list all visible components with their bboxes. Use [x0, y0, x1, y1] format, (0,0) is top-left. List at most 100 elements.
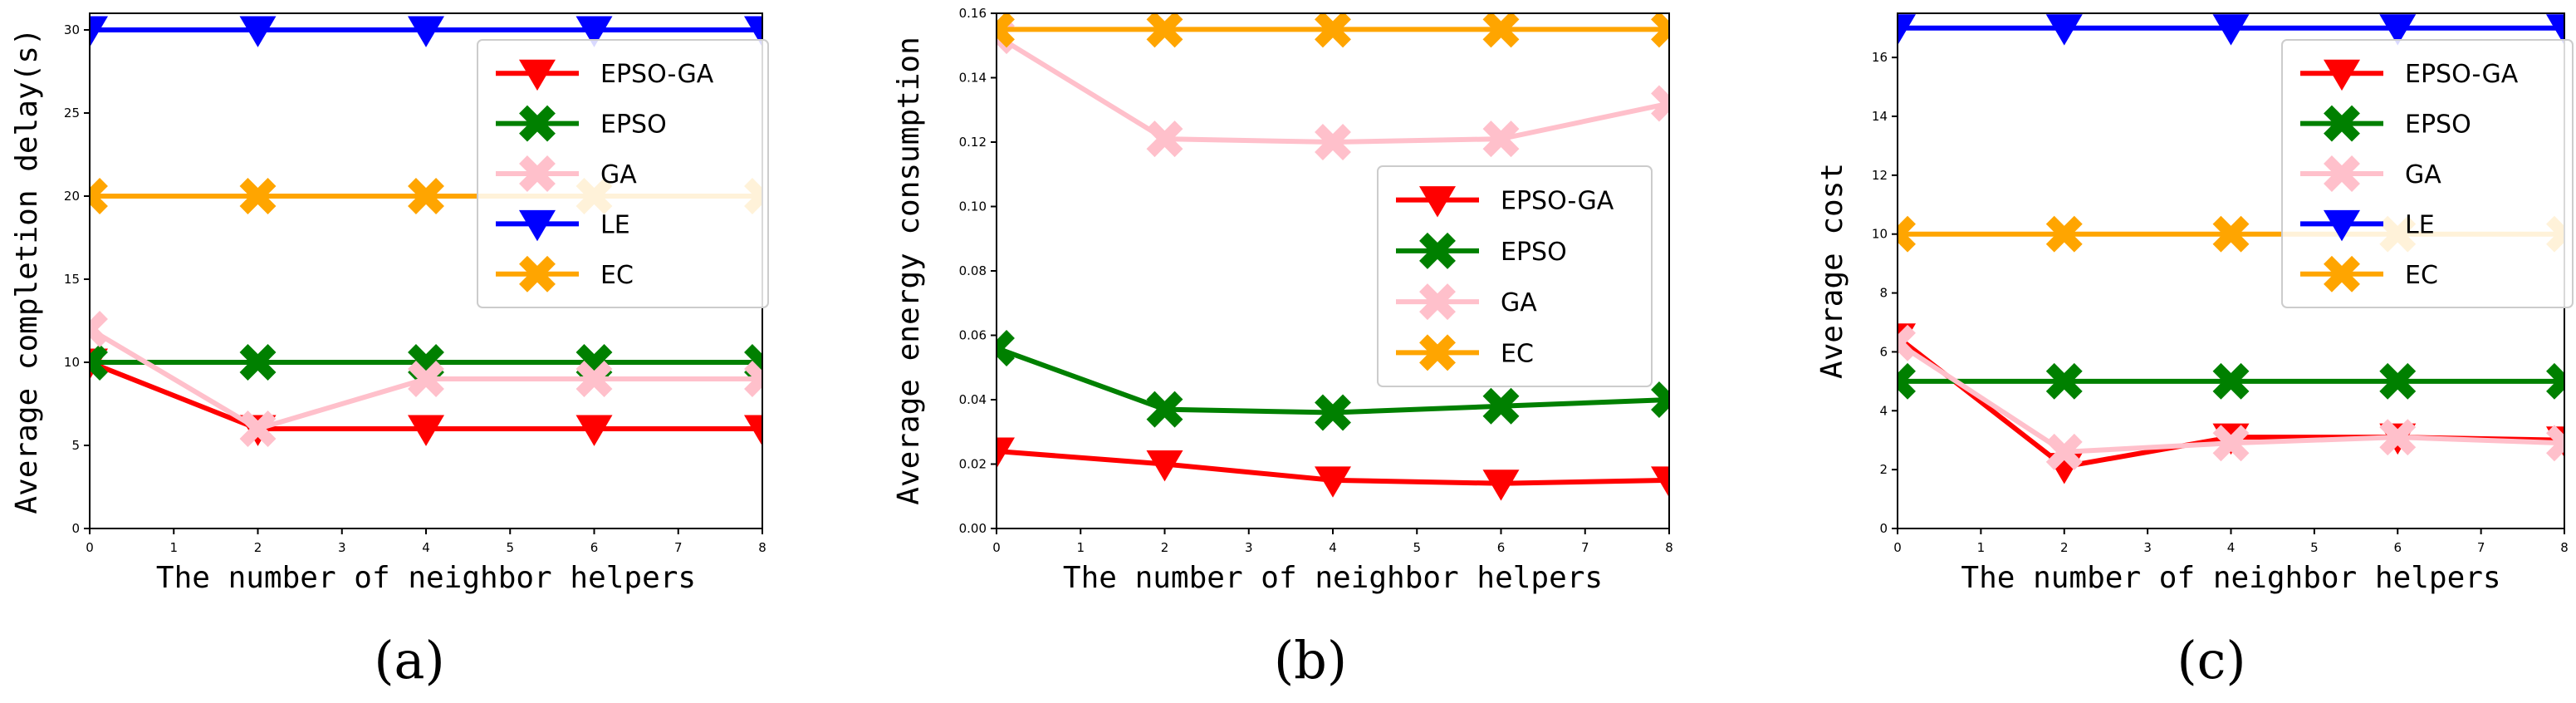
y-tick-label: 0.00	[959, 521, 987, 536]
data-point-ga	[1146, 120, 1183, 158]
x-tick-label: 2	[2060, 540, 2069, 555]
data-point-le	[2045, 14, 2083, 46]
data-point-epso	[239, 344, 277, 381]
x-tick-label: 6	[590, 540, 599, 555]
data-point-epso-ga	[408, 415, 444, 446]
y-tick-label: 15	[64, 272, 80, 287]
data-point-epso-ga	[1482, 469, 1520, 501]
x-tick-label: 4	[2227, 540, 2236, 555]
legend-marker-le	[2324, 209, 2360, 242]
legend-marker-epso	[2324, 105, 2360, 142]
legend: EPSO-GA EPSO GA LE EC	[477, 39, 769, 308]
data-point-epso	[1898, 362, 1916, 400]
data-point-epso	[1146, 391, 1183, 428]
data-point-le	[239, 16, 277, 47]
legend-marker-epso	[519, 105, 556, 142]
y-tick-label: 0.10	[959, 199, 987, 214]
y-tick-label: 10	[64, 355, 80, 370]
x-tick-label: 5	[1413, 540, 1421, 555]
x-tick-label: 4	[422, 540, 430, 555]
y-tick-label: 0.04	[959, 392, 987, 407]
data-point-epso-ga	[744, 415, 762, 446]
data-point-epso	[2045, 362, 2083, 400]
y-tick-label: 0.02	[959, 457, 987, 472]
y-tick-label: 12	[1872, 168, 1888, 183]
x-axis-label: The number of neighbor helpers	[1063, 561, 1603, 595]
y-tick-label: 0.08	[959, 263, 987, 278]
x-tick-label: 4	[1329, 540, 1337, 555]
y-tick-label: 10	[1872, 227, 1888, 242]
legend-label-epso: EPSO	[2405, 111, 2471, 140]
data-point-ec	[408, 178, 444, 214]
y-tick-label: 0.12	[959, 135, 987, 150]
data-point-ga	[1898, 324, 1916, 361]
legend-label-epso: EPSO	[1501, 238, 1567, 267]
panel-b: 0 1 2 3 4 5 6 7 8 0.00 0.02 0.04 0.06 0.08 0.10 0.12 0.1…	[892, 6, 1673, 691]
x-axis-label: The number of neighbor helpers	[1961, 561, 2500, 595]
legend-marker-ec	[2324, 255, 2360, 293]
panel-caption: (a)	[374, 630, 444, 691]
data-point-ec	[2212, 215, 2250, 253]
data-point-epso	[1482, 387, 1520, 425]
data-point-epso	[1651, 381, 1669, 418]
legend-marker-ga	[519, 155, 556, 192]
legend-marker-ec	[1419, 334, 1456, 371]
x-tick-label: 7	[674, 540, 683, 555]
legend-marker-ga	[2324, 155, 2360, 192]
data-point-ga	[2546, 425, 2564, 462]
x-axis-label: The number of neighbor helpers	[156, 561, 696, 595]
data-point-le	[2212, 14, 2250, 46]
data-point-epso	[997, 330, 1015, 366]
panel-caption: (c)	[2177, 630, 2245, 691]
data-point-le	[90, 16, 108, 47]
x-tick-label: 3	[1245, 540, 1253, 555]
y-axis-label: Average energy consumption	[892, 37, 926, 505]
data-point-ga	[2045, 433, 2083, 470]
x-tick-label: 6	[1497, 540, 1506, 555]
data-point-epso	[90, 344, 108, 381]
legend-label-ec: EC	[600, 261, 634, 290]
plot-area	[1898, 14, 2564, 484]
legend: EPSO-GA EPSO GA LE EC	[2281, 39, 2574, 308]
legend-box	[477, 39, 769, 308]
legend-label-ec: EC	[1501, 339, 1534, 368]
y-tick-label: 16	[1872, 50, 1888, 65]
panel-a: 0 1 2 3 4 5 6 7 8 0 5 10 15 20 25 30 The number of neigh…	[10, 12, 769, 691]
data-point-epso-ga	[1315, 466, 1351, 498]
legend-marker-ga	[1419, 283, 1456, 321]
x-tick-label: 6	[2393, 540, 2402, 555]
series-line-ga	[997, 33, 1669, 145]
data-point-ga	[1651, 85, 1669, 122]
legend-marker-epso-ga	[2324, 59, 2360, 91]
data-point-epso-ga	[1146, 450, 1183, 482]
data-point-ec	[2045, 215, 2083, 253]
y-tick-label: 14	[1872, 109, 1888, 124]
y-tick-label: 4	[1879, 403, 1888, 418]
data-point-ga	[2379, 419, 2417, 456]
legend-label-ga: GA	[2405, 160, 2441, 189]
legend-label-ga: GA	[600, 160, 637, 189]
legend-marker-epso	[1419, 232, 1456, 269]
x-tick-label: 3	[338, 540, 346, 555]
y-tick-label: 30	[64, 22, 80, 37]
legend-marker-ec	[519, 255, 556, 293]
data-point-ec	[1898, 215, 1916, 253]
legend-label-ga: GA	[1501, 288, 1537, 317]
data-point-ga	[239, 410, 277, 447]
data-point-ec	[1146, 13, 1183, 48]
data-point-epso-ga	[1651, 466, 1669, 498]
y-axis-label: Average cost	[1815, 163, 1849, 379]
x-tick-label: 2	[254, 540, 262, 555]
y-tick-label: 6	[1879, 344, 1888, 359]
data-point-epso	[2212, 362, 2250, 400]
data-point-ga	[2212, 425, 2250, 462]
y-axis-label: Average completion delay(s)	[10, 27, 44, 514]
x-tick-label: 0	[86, 540, 94, 555]
y-tick-label: 8	[1879, 286, 1888, 301]
x-tick-label: 7	[1581, 540, 1589, 555]
y-tick-label: 0	[1879, 521, 1888, 536]
data-point-ga	[408, 361, 444, 397]
legend-marker-le	[519, 209, 556, 242]
legend-label-epso: EPSO	[600, 111, 667, 140]
